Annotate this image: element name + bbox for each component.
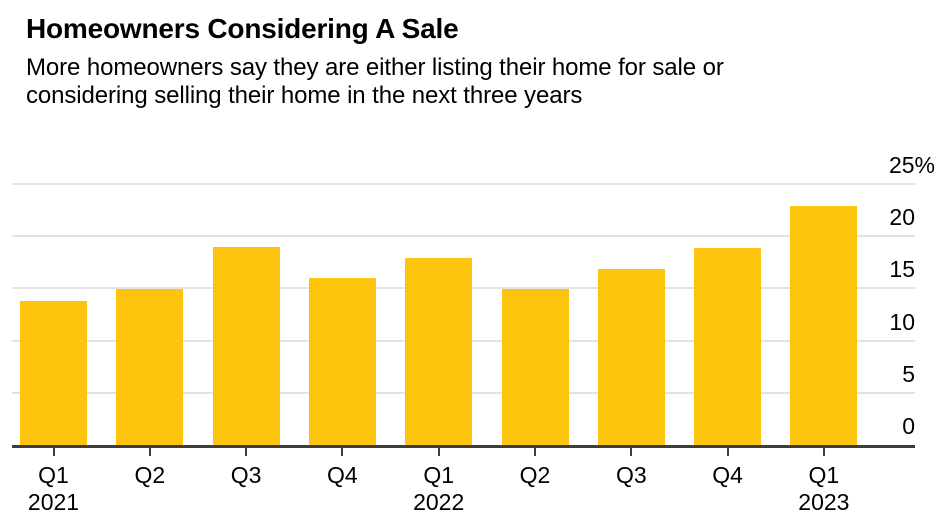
x-axis-tick-5: [437, 448, 440, 456]
bar-q4-2021: [308, 277, 376, 445]
bar-q1-2021: [20, 300, 87, 445]
x-axis-label-q3-2022: Q3: [581, 462, 681, 489]
x-axis-tick-9: [822, 448, 825, 456]
chart-subtitle: More homeowners say they are either list…: [26, 54, 724, 110]
chart-subtitle-line-1: More homeowners say they are either list…: [26, 54, 724, 81]
quarter-label: Q2: [134, 462, 166, 488]
gridline-25: [12, 183, 915, 185]
bar-q1-2022: [405, 258, 473, 445]
bar-q2-2021: [116, 289, 184, 445]
x-axis-tick-4: [341, 448, 344, 456]
chart-title: Homeowners Considering A Sale: [26, 13, 459, 44]
y-axis-label-20: 20: [889, 204, 915, 231]
x-axis-tick-2: [148, 448, 151, 456]
y-axis-label-25: 25%: [888, 152, 935, 178]
quarter-label: Q1: [423, 462, 455, 488]
quarter-label: Q1: [808, 462, 840, 488]
quarter-label: Q3: [615, 462, 647, 488]
year-label: 2022: [413, 489, 465, 515]
x-axis-label-q4-2021: Q4: [292, 462, 392, 489]
x-axis-label-q3-2021: Q3: [196, 462, 296, 489]
quarter-label: Q1: [38, 462, 69, 488]
bar-q2-2022: [501, 289, 569, 445]
x-axis-label-q2-2022: Q2: [485, 462, 585, 489]
x-axis-baseline: [12, 445, 915, 448]
quarter-label: Q2: [519, 462, 551, 488]
y-axis-label-5: 5: [902, 360, 915, 387]
x-axis-tick-8: [726, 448, 729, 456]
year-label: 2021: [27, 489, 80, 515]
x-axis-tick-6: [534, 448, 536, 456]
x-axis-label-q2-2021: Q2: [100, 462, 200, 489]
bar-q4-2022: [694, 247, 762, 445]
x-axis-label-q1-2022: Q1 2022: [389, 462, 489, 516]
y-axis-label-10: 10: [889, 308, 915, 335]
chart-subtitle-line-2: considering selling their home in the ne…: [26, 82, 583, 109]
quarter-label: Q4: [327, 462, 358, 488]
x-axis-label-q1-2023: Q1 2023: [774, 462, 874, 516]
x-axis-tick-7: [630, 448, 633, 456]
quarter-label: Q3: [230, 462, 262, 488]
bar-q3-2022: [597, 268, 665, 445]
bar-q1-2023: [790, 205, 858, 445]
year-label: 2023: [798, 489, 850, 515]
y-axis-label-0: 0: [902, 413, 915, 439]
quarter-label: Q4: [712, 462, 743, 488]
x-axis-tick-3: [245, 448, 248, 456]
x-axis-label-q4-2022: Q4: [678, 462, 778, 489]
gridline-20: [12, 235, 915, 238]
y-axis-label-15: 15: [889, 256, 915, 283]
bar-q3-2021: [212, 246, 280, 445]
x-axis-label-q1-2021: Q1 2021: [4, 462, 104, 516]
x-axis-tick-1: [52, 448, 55, 456]
